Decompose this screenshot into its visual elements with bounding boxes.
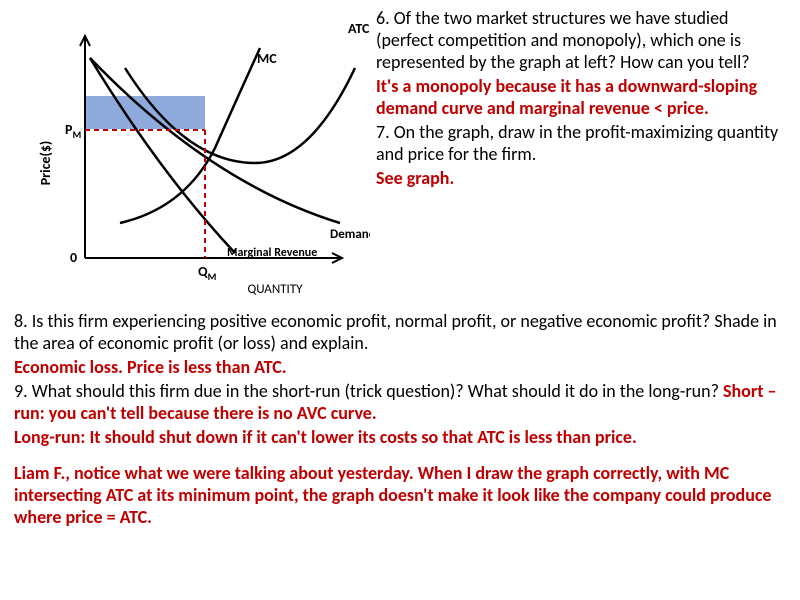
q8-answer: Economic loss. Price is less than ATC. [14, 357, 786, 379]
right-text: 6. Of the two market structures we have … [370, 8, 790, 303]
q7-answer: See graph. [376, 168, 790, 190]
demand-curve [90, 58, 340, 223]
loss-shade [85, 96, 205, 129]
bottom-text: 8. Is this firm experiencing positive ec… [0, 303, 800, 529]
y-axis-label: Price($) [37, 141, 54, 186]
q6-answer: It's a monopoly because it has a downwar… [376, 76, 790, 120]
mc-label: MC [257, 50, 277, 67]
demand-label: Demand [330, 227, 370, 242]
q9-line: 9. What should this firm due in the shor… [14, 381, 786, 425]
atc-label: ATC [348, 20, 370, 37]
qm-label: QM [198, 263, 217, 283]
q9-answer-b: Long-run: It should shut down if it can'… [14, 427, 786, 449]
atc-curve [125, 68, 355, 163]
pm-label: PM [65, 121, 81, 141]
q7-prompt: 7. On the graph, draw in the profit-maxi… [376, 122, 790, 166]
zero-label: 0 [70, 249, 77, 266]
graph-area: Price($) QUANTITY 0 PM QM ATC MC Demand … [10, 8, 370, 303]
student-note: Liam F., notice what we were talking abo… [14, 463, 786, 529]
top-row: Price($) QUANTITY 0 PM QM ATC MC Demand … [0, 0, 800, 303]
x-axis-label: QUANTITY [248, 282, 304, 297]
mr-label: Marginal Revenue [227, 246, 317, 260]
q6-prompt: 6. Of the two market structures we have … [376, 8, 790, 74]
q8-prompt: 8. Is this firm experiencing positive ec… [14, 311, 786, 355]
monopoly-graph: Price($) QUANTITY 0 PM QM ATC MC Demand … [10, 8, 370, 298]
spacer [14, 451, 786, 461]
q9-prompt: 9. What should this firm due in the shor… [14, 380, 723, 402]
